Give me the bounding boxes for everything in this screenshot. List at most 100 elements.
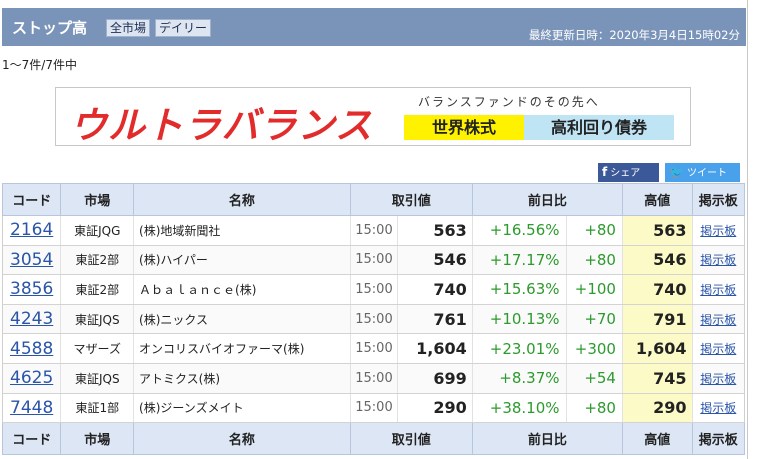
col-header-change[interactable]: 前日比 xyxy=(471,183,623,216)
stock-code-link[interactable]: 4588 xyxy=(10,338,54,359)
stock-code-link[interactable]: 7448 xyxy=(10,397,54,418)
high-cell: 745 xyxy=(622,362,693,394)
change-diff-cell: +80 xyxy=(566,244,623,276)
change-diff-cell: +54 xyxy=(566,362,623,394)
price-cell: 1,604 xyxy=(397,333,473,364)
stock-code-link[interactable]: 3054 xyxy=(10,249,54,270)
change-pct-cell: +17.17% xyxy=(472,244,567,276)
col-footer-code[interactable]: コード xyxy=(1,422,62,456)
table-header-row: コード 市場 名称 取引値 前日比 高値 掲示板 xyxy=(1,183,746,216)
market-cell: 東証2部 xyxy=(60,244,135,276)
time-cell: 15:00 xyxy=(350,274,399,305)
time-cell: 15:00 xyxy=(350,244,399,276)
board-link[interactable]: 掲示板 xyxy=(700,342,737,357)
banner-world-stocks: 世界株式 xyxy=(404,115,524,140)
facebook-share-label: シェア xyxy=(610,168,641,179)
market-cell: 東証JQS xyxy=(60,362,135,394)
time-cell: 15:00 xyxy=(350,392,399,424)
board-link[interactable]: 掲示板 xyxy=(700,223,737,238)
time-cell: 15:00 xyxy=(350,362,399,394)
table-row: 3054 東証2部 (株)ハイパー 15:00 546 +17.17% +80 … xyxy=(1,244,746,276)
stock-code-link[interactable]: 3856 xyxy=(10,279,54,300)
col-footer-high[interactable]: 高値 xyxy=(621,422,693,456)
ad-banner[interactable]: ウルトラバランス バランスファンドのその先へ 世界株式 高利回り債券 xyxy=(55,87,691,147)
page-title: ストップ高 xyxy=(12,19,88,37)
market-cell: 東証JQG xyxy=(60,215,135,246)
price-cell: 699 xyxy=(397,362,473,394)
name-cell: (株)地域新聞社 xyxy=(133,215,351,246)
col-footer-price[interactable]: 取引値 xyxy=(349,422,473,456)
time-cell: 15:00 xyxy=(350,215,399,246)
banner-high-yield-bonds: 高利回り債券 xyxy=(524,115,674,140)
col-header-board: 掲示板 xyxy=(691,183,746,216)
filter-market-tag[interactable]: 全市場 xyxy=(106,19,151,37)
market-cell: 東証1部 xyxy=(60,392,135,424)
name-cell: (株)ハイパー xyxy=(133,244,351,276)
stock-table: コード 市場 名称 取引値 前日比 高値 掲示板 2164 東証JQG (株)地… xyxy=(1,183,746,456)
high-cell: 290 xyxy=(622,392,693,424)
col-header-code[interactable]: コード xyxy=(1,183,62,216)
change-pct-cell: +10.13% xyxy=(472,303,567,335)
col-header-market[interactable]: 市場 xyxy=(60,183,135,216)
name-cell: オンコリスバイオファーマ(株) xyxy=(133,333,351,364)
change-pct-cell: +16.56% xyxy=(472,215,567,246)
banner-logo: ウルトラバランス xyxy=(70,104,373,147)
board-link[interactable]: 掲示板 xyxy=(700,282,737,297)
facebook-share-button[interactable]: f シェア xyxy=(598,163,659,182)
board-link[interactable]: 掲示板 xyxy=(700,253,737,268)
price-cell: 546 xyxy=(397,244,473,276)
name-cell: アトミクス(株) xyxy=(133,362,351,394)
change-diff-cell: +70 xyxy=(566,303,623,335)
name-cell: (株)ジーンズメイト xyxy=(133,392,351,424)
price-cell: 290 xyxy=(397,392,473,424)
table-row: 4625 東証JQS アトミクス(株) 15:00 699 +8.37% +54… xyxy=(1,362,746,394)
twitter-bird-icon: 🐦 xyxy=(669,165,684,179)
change-diff-cell: +300 xyxy=(566,333,623,364)
stock-code-link[interactable]: 2164 xyxy=(10,220,54,241)
stock-code-link[interactable]: 4625 xyxy=(10,368,54,389)
high-cell: 1,604 xyxy=(622,333,693,364)
table-footer-row: コード 市場 名称 取引値 前日比 高値 掲示板 xyxy=(1,422,746,456)
change-diff-cell: +80 xyxy=(566,392,623,424)
market-cell: 東証2部 xyxy=(60,274,135,305)
col-footer-board: 掲示板 xyxy=(691,422,746,456)
col-footer-market[interactable]: 市場 xyxy=(60,422,135,456)
col-header-price[interactable]: 取引値 xyxy=(349,183,473,216)
price-cell: 740 xyxy=(397,274,473,305)
change-diff-cell: +100 xyxy=(566,274,623,305)
price-cell: 761 xyxy=(397,303,473,335)
high-cell: 791 xyxy=(622,303,693,335)
col-footer-change[interactable]: 前日比 xyxy=(471,422,623,456)
col-footer-name[interactable]: 名称 xyxy=(133,422,351,456)
facebook-icon: f xyxy=(602,165,608,179)
twitter-tweet-label: ツイート xyxy=(686,168,727,179)
change-diff-cell: +80 xyxy=(566,215,623,246)
last-updated: 最終更新日時：2020年3月4日15時02分 xyxy=(528,28,740,42)
name-cell: Ａｂａｌａｎｃｅ(株) xyxy=(133,274,351,305)
banner-tagline: バランスファンドのその先へ xyxy=(418,95,600,109)
market-cell: マザーズ xyxy=(60,333,135,364)
twitter-tweet-button[interactable]: 🐦 ツイート xyxy=(665,163,740,182)
time-cell: 15:00 xyxy=(350,333,399,364)
board-link[interactable]: 掲示板 xyxy=(700,312,737,327)
header-bar: ストップ高 全市場 デイリー 最終更新日時：2020年3月4日15時02分 xyxy=(2,8,746,46)
high-cell: 546 xyxy=(622,244,693,276)
result-count: 1〜7件/7件中 xyxy=(2,58,77,72)
name-cell: (株)ニックス xyxy=(133,303,351,335)
change-pct-cell: +38.10% xyxy=(472,392,567,424)
board-link[interactable]: 掲示板 xyxy=(700,401,737,416)
high-cell: 740 xyxy=(622,274,693,305)
time-cell: 15:00 xyxy=(350,303,399,335)
stock-code-link[interactable]: 4243 xyxy=(10,309,54,330)
board-link[interactable]: 掲示板 xyxy=(700,371,737,386)
col-header-name[interactable]: 名称 xyxy=(133,183,351,216)
price-cell: 563 xyxy=(397,215,473,246)
change-pct-cell: +15.63% xyxy=(472,274,567,305)
table-row: 4588 マザーズ オンコリスバイオファーマ(株) 15:00 1,604 +2… xyxy=(1,333,746,364)
filter-period-tag[interactable]: デイリー xyxy=(155,19,212,37)
table-row: 2164 東証JQG (株)地域新聞社 15:00 563 +16.56% +8… xyxy=(1,215,746,246)
change-pct-cell: +8.37% xyxy=(472,362,567,394)
table-row: 3856 東証2部 Ａｂａｌａｎｃｅ(株) 15:00 740 +15.63% … xyxy=(1,274,746,305)
col-header-high[interactable]: 高値 xyxy=(621,183,693,216)
